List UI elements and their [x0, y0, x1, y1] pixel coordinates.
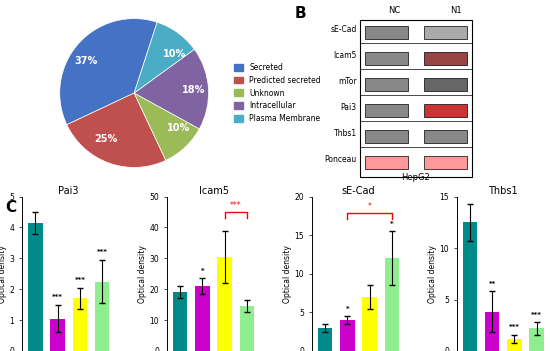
FancyBboxPatch shape [365, 52, 408, 65]
Text: 10%: 10% [163, 49, 186, 59]
Wedge shape [134, 93, 199, 160]
FancyBboxPatch shape [424, 26, 467, 39]
Text: 10%: 10% [167, 123, 190, 133]
Wedge shape [134, 49, 208, 129]
Text: *: * [390, 221, 394, 227]
Text: B: B [295, 6, 307, 21]
Y-axis label: Optical density: Optical density [283, 245, 292, 303]
Bar [73, 298, 87, 351]
FancyBboxPatch shape [365, 78, 408, 91]
Bar [217, 257, 232, 351]
Y-axis label: Optical density: Optical density [427, 245, 437, 303]
FancyBboxPatch shape [424, 78, 467, 91]
Wedge shape [67, 93, 166, 167]
Legend: Secreted, Predicted secreted, Unknown, Intracellular, Plasma Membrane: Secreted, Predicted secreted, Unknown, I… [231, 60, 324, 126]
FancyBboxPatch shape [424, 130, 467, 143]
Text: HepG2: HepG2 [402, 173, 430, 183]
Text: ***: *** [52, 294, 63, 300]
FancyBboxPatch shape [365, 104, 408, 117]
FancyBboxPatch shape [424, 52, 467, 65]
Text: **: ** [488, 281, 496, 287]
FancyBboxPatch shape [365, 156, 408, 169]
Title: Thbs1: Thbs1 [488, 186, 518, 196]
Bar [362, 297, 377, 351]
Text: Ponceau: Ponceau [324, 155, 357, 165]
FancyBboxPatch shape [424, 104, 467, 117]
Text: ***: *** [531, 312, 542, 318]
Text: ***: *** [230, 201, 241, 211]
Text: N1: N1 [450, 6, 462, 15]
Text: 37%: 37% [75, 56, 98, 66]
Text: mTor: mTor [338, 77, 357, 86]
Text: Thbs1: Thbs1 [334, 130, 357, 138]
Bar [28, 223, 42, 351]
Bar [507, 339, 521, 351]
Wedge shape [60, 19, 157, 125]
Text: *: * [201, 268, 204, 274]
Text: *: * [367, 202, 371, 211]
Text: Pai3: Pai3 [340, 104, 357, 112]
Bar [95, 282, 109, 351]
Bar [318, 328, 332, 351]
Bar [240, 306, 254, 351]
Text: C: C [6, 200, 16, 215]
Text: sE-Cad: sE-Cad [331, 25, 357, 34]
Bar [340, 320, 355, 351]
Y-axis label: Optical density: Optical density [138, 245, 147, 303]
Bar [485, 312, 499, 351]
Y-axis label: Optical density: Optical density [0, 245, 7, 303]
FancyBboxPatch shape [424, 156, 467, 169]
Text: 25%: 25% [95, 133, 118, 144]
Text: ***: *** [97, 249, 108, 255]
Title: Icam5: Icam5 [199, 186, 229, 196]
Text: ***: *** [74, 277, 85, 283]
Bar [173, 292, 188, 351]
Text: NC: NC [388, 6, 400, 15]
Wedge shape [134, 22, 194, 93]
FancyBboxPatch shape [365, 130, 408, 143]
Bar [530, 328, 544, 351]
Text: ***: *** [509, 324, 520, 330]
Text: 18%: 18% [183, 85, 206, 95]
Text: *: * [345, 306, 349, 312]
FancyBboxPatch shape [365, 26, 408, 39]
Bar [195, 286, 210, 351]
Text: Icam5: Icam5 [333, 51, 357, 60]
Title: sE-Cad: sE-Cad [342, 186, 375, 196]
Title: Pai3: Pai3 [58, 186, 79, 196]
Bar [384, 258, 399, 351]
Bar [51, 319, 65, 351]
Bar [463, 222, 477, 351]
